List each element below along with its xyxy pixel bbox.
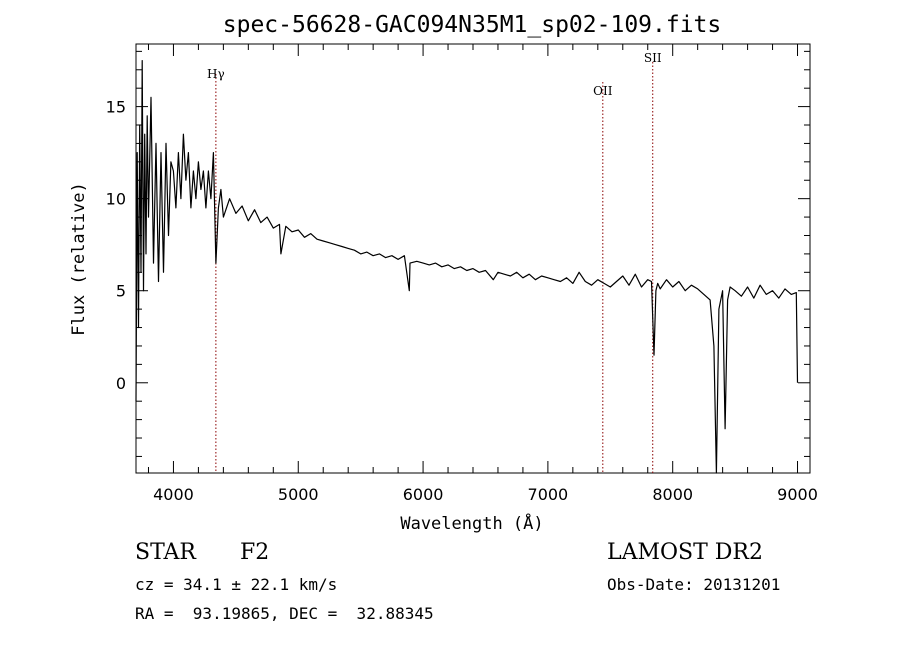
- y-axis-label: Flux (relative): [69, 182, 89, 336]
- subclass: F2: [240, 540, 270, 565]
- y-tick-label: 0: [116, 374, 126, 393]
- plot-area: 4000 5000 6000 7000 8000 9000 0 5 10 15 Hγ OII SII: [106, 43, 818, 504]
- x-tick-label: 9000: [777, 485, 818, 504]
- x-tick-label: 4000: [153, 485, 194, 504]
- survey-name: LAMOST DR2: [607, 540, 763, 565]
- plot-frame: [135, 43, 811, 474]
- emission-line-label: OII: [593, 84, 613, 98]
- coordinates-text: RA = 93.19865, DEC = 32.88345: [135, 604, 434, 623]
- emission-line-label: SII: [644, 51, 662, 65]
- x-axis-label: Wavelength (Å): [400, 512, 543, 534]
- redshift-text: cz = 34.1 ± 22.1 km/s: [135, 575, 338, 594]
- x-tick-label: 5000: [278, 485, 319, 504]
- object-class: STAR: [135, 540, 196, 565]
- obs-date-text: Obs-Date: 20131201: [607, 575, 781, 594]
- y-tick-label: 15: [106, 98, 126, 117]
- x-tick-label: 8000: [652, 485, 693, 504]
- chart-title: spec-56628-GAC094N35M1_sp02-109.fits: [223, 12, 722, 38]
- y-tick-label: 5: [116, 282, 126, 301]
- x-tick-label: 7000: [528, 485, 569, 504]
- x-tick-label: 6000: [403, 485, 444, 504]
- spectrum-line: [135, 60, 799, 474]
- y-tick-label: 10: [106, 190, 126, 209]
- emission-line-label: Hγ: [207, 67, 225, 81]
